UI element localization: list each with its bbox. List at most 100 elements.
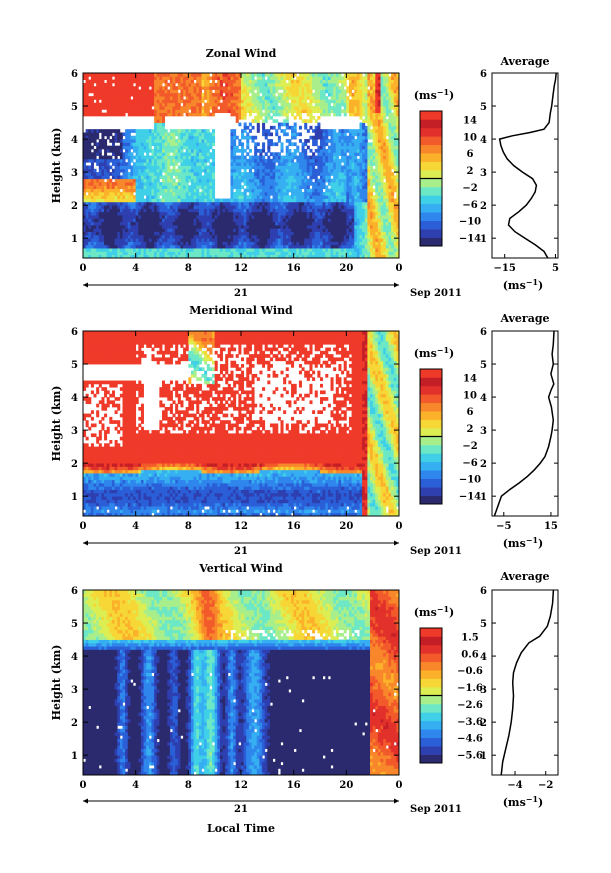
heatmap-cell bbox=[288, 188, 292, 193]
heatmap-cell bbox=[256, 211, 260, 216]
heatmap-cell bbox=[212, 182, 216, 186]
heatmap-cell bbox=[330, 162, 334, 166]
heatmap-cell bbox=[304, 155, 308, 160]
heatmap-cell bbox=[146, 142, 150, 147]
heatmap-cell bbox=[288, 148, 292, 153]
heatmap-cell bbox=[138, 182, 142, 186]
heatmap-cell bbox=[135, 92, 139, 97]
heatmap-cell bbox=[135, 238, 139, 242]
heatmap-cell bbox=[156, 195, 160, 199]
heatmap-cell bbox=[193, 135, 197, 140]
heatmap-cell bbox=[343, 228, 347, 232]
heatmap-cell bbox=[138, 132, 142, 137]
heatmap-cell bbox=[104, 215, 108, 219]
heatmap-cell bbox=[204, 231, 208, 236]
heatmap-cell bbox=[338, 251, 342, 256]
heatmap-cell bbox=[90, 182, 94, 186]
heatmap-cell bbox=[185, 79, 189, 84]
heatmap-cell bbox=[140, 102, 144, 107]
heatmap-cell bbox=[206, 165, 210, 170]
heatmap-cell bbox=[114, 145, 118, 150]
heatmap-cell bbox=[306, 185, 310, 190]
heatmap-cell bbox=[325, 148, 329, 153]
heatmap-cell bbox=[101, 135, 105, 140]
heatmap-cell bbox=[169, 215, 173, 219]
heatmap-cell bbox=[125, 205, 129, 209]
heatmap-cell bbox=[122, 188, 126, 193]
heatmap-cell bbox=[133, 112, 137, 117]
heatmap-cell bbox=[230, 188, 234, 193]
heatmap-cell bbox=[298, 82, 302, 87]
heatmap-cell bbox=[212, 86, 216, 90]
heatmap-cell bbox=[348, 142, 352, 147]
heatmap-cell bbox=[317, 145, 321, 150]
heatmap-cell bbox=[138, 158, 142, 163]
heatmap-cell bbox=[164, 89, 168, 94]
heatmap-cell bbox=[351, 76, 355, 80]
heatmap-cell bbox=[301, 178, 305, 183]
heatmap-cell bbox=[233, 148, 237, 153]
heatmap-cell bbox=[190, 145, 194, 150]
heatmap-cell bbox=[135, 99, 139, 104]
heatmap-cell bbox=[127, 178, 131, 183]
heatmap-cell bbox=[180, 165, 184, 170]
heatmap-cell bbox=[222, 241, 226, 246]
heatmap-cell bbox=[151, 92, 155, 97]
heatmap-cell bbox=[114, 82, 118, 87]
heatmap-cell bbox=[156, 135, 160, 140]
heatmap-cell bbox=[241, 148, 245, 153]
heatmap-cell bbox=[193, 191, 197, 196]
heatmap-cell bbox=[135, 208, 139, 213]
heatmap-cell bbox=[209, 106, 213, 110]
heatmap-cell bbox=[138, 244, 142, 249]
heatmap-cell bbox=[309, 182, 313, 186]
heatmap-cell bbox=[296, 92, 300, 97]
heatmap-cell bbox=[246, 205, 250, 209]
heatmap-cell bbox=[219, 244, 223, 249]
heatmap-cell bbox=[206, 76, 210, 80]
heatmap-cell bbox=[343, 238, 347, 242]
heatmap-cell bbox=[212, 248, 216, 252]
heatmap-cell bbox=[301, 162, 305, 166]
heatmap-cell bbox=[180, 168, 184, 173]
heatmap-cell bbox=[288, 165, 292, 170]
heatmap-cell bbox=[251, 234, 255, 239]
heatmap-cell bbox=[133, 106, 137, 110]
heatmap-cell bbox=[201, 221, 205, 226]
heatmap-cell bbox=[193, 112, 197, 117]
heatmap-cell bbox=[351, 175, 355, 180]
heatmap-cell bbox=[172, 188, 176, 193]
heatmap-cell bbox=[125, 185, 129, 190]
heatmap-cell bbox=[88, 172, 92, 176]
heatmap-cell bbox=[135, 172, 139, 176]
heatmap-cell bbox=[148, 145, 152, 150]
heatmap-cell bbox=[183, 99, 187, 104]
heatmap-cell bbox=[296, 182, 300, 186]
heatmap-cell bbox=[196, 96, 200, 100]
heatmap-cell bbox=[164, 152, 168, 156]
heatmap-cell bbox=[140, 205, 144, 209]
heatmap-cell bbox=[204, 234, 208, 239]
heatmap-cell bbox=[264, 238, 268, 242]
heatmap-cell bbox=[285, 76, 289, 80]
heatmap-cell bbox=[322, 168, 326, 173]
heatmap-cell bbox=[320, 129, 324, 133]
heatmap-cell bbox=[288, 162, 292, 166]
heatmap-cell bbox=[293, 221, 297, 226]
heatmap-cell bbox=[248, 238, 252, 242]
heatmap-cell bbox=[275, 89, 279, 94]
heatmap-cell bbox=[164, 178, 168, 183]
heatmap-cell bbox=[320, 182, 324, 186]
heatmap-cell bbox=[122, 73, 126, 77]
heatmap-cell bbox=[304, 195, 308, 199]
heatmap-cell bbox=[151, 86, 155, 90]
heatmap-cell bbox=[209, 185, 213, 190]
heatmap-cell bbox=[90, 218, 94, 223]
heatmap-cell bbox=[172, 208, 176, 213]
heatmap-cell bbox=[135, 191, 139, 196]
heatmap-cell bbox=[204, 178, 208, 183]
heatmap-cell bbox=[301, 211, 305, 216]
heatmap-cell bbox=[162, 73, 166, 77]
heatmap-cell bbox=[248, 188, 252, 193]
heatmap-cell bbox=[222, 221, 226, 226]
